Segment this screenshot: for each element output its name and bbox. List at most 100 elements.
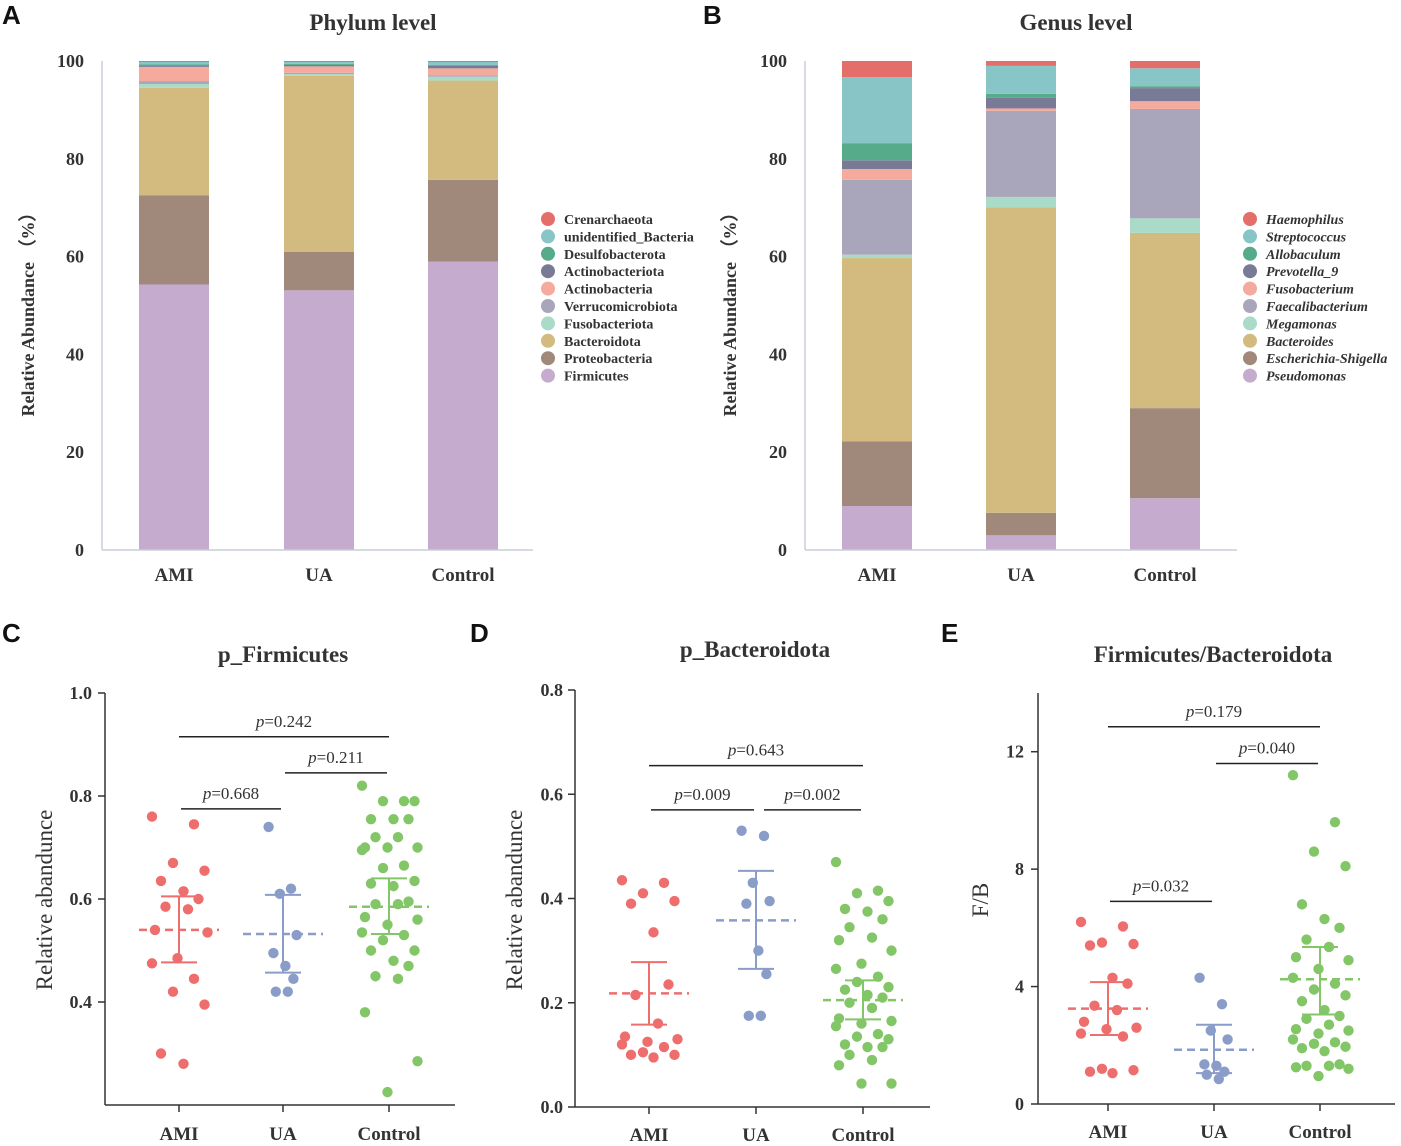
data-point	[1319, 1045, 1330, 1057]
y-tick-label: 60	[66, 247, 84, 267]
bar-segment-prevotella-9	[1130, 88, 1200, 102]
data-point	[883, 895, 894, 907]
data-point	[1096, 937, 1108, 948]
data-point	[388, 880, 399, 892]
p-symbol: p	[727, 741, 737, 760]
data-point	[403, 960, 414, 972]
data-point	[830, 963, 842, 975]
y-tick-label: 80	[769, 149, 787, 169]
x-tick-label: UA	[1200, 1122, 1228, 1143]
data-point	[1216, 998, 1228, 1010]
data-point	[356, 927, 368, 938]
y-tick-label: 100	[57, 51, 84, 71]
p-value-label: p=0.668	[202, 784, 259, 803]
y-axis-label: Relative abandunce	[502, 810, 527, 991]
data-point	[178, 1058, 189, 1070]
data-point	[619, 1031, 631, 1042]
data-point	[377, 862, 389, 874]
data-point	[288, 973, 299, 985]
genus-stacked-bar-chart: Genus level Relative Abundance （%） 0 20 40…	[720, 10, 1387, 586]
data-point	[1301, 1013, 1312, 1025]
bar-segment-bacteroidota	[428, 80, 498, 180]
bar-segment-actinobacteriota	[139, 65, 209, 67]
p-value: =0.002	[793, 785, 841, 804]
data-point	[743, 1010, 754, 1021]
data-point	[1296, 899, 1308, 910]
data-point	[1296, 1043, 1308, 1054]
y-tick-label: 0	[75, 540, 84, 560]
data-point	[365, 878, 377, 889]
legend-marker	[541, 212, 555, 226]
panel-label-d: D	[470, 618, 489, 648]
data-point	[1287, 1034, 1299, 1045]
data-point	[1290, 1062, 1302, 1073]
y-tick-label: 40	[66, 344, 84, 364]
x-tick-label: Control	[358, 1124, 421, 1145]
bar-segment-prevotella-9	[986, 97, 1056, 109]
bar-segment-desulfobacterota	[428, 64, 498, 66]
data-point	[182, 904, 194, 915]
data-point	[1287, 972, 1299, 983]
data-point	[1334, 1010, 1345, 1022]
data-point	[365, 945, 377, 956]
fb-ratio-scatter-chart: Firmicutes/Bacteroidota F/B 0 4 8 12 AMI UA Co…	[968, 642, 1395, 1143]
bar-segment-unidentified-bacteria	[284, 61, 354, 64]
p-symbol: p	[202, 784, 212, 803]
legend-label: Haemophilus	[1265, 213, 1344, 228]
legend-marker	[541, 316, 555, 331]
x-tick-label: AMI	[154, 565, 193, 586]
p-value-label: p=0.009	[673, 785, 730, 804]
y-tick-label: 12	[1006, 742, 1024, 762]
data-point	[199, 865, 210, 876]
data-point	[625, 898, 637, 909]
data-point	[648, 1052, 659, 1063]
data-point	[155, 1048, 167, 1059]
data-point	[1128, 938, 1139, 950]
panel-label-b: B	[703, 0, 722, 30]
chart-title: Phylum level	[309, 10, 436, 35]
legend-label: Bacteroidota	[564, 335, 641, 350]
data-point	[188, 819, 200, 830]
data-point	[663, 979, 674, 990]
data-point	[672, 1034, 683, 1045]
legend-label: Escherichia-Shigella	[1265, 352, 1387, 367]
p-value-label: p=0.032	[1132, 876, 1189, 895]
data-point	[844, 1049, 855, 1061]
data-point	[872, 1028, 884, 1040]
data-point	[616, 1039, 628, 1050]
bar-segment-haemophilus	[842, 61, 912, 78]
bar-segment-bacteroides	[986, 207, 1056, 513]
bar-segment-fusobacterium	[842, 169, 912, 180]
bar-segment-desulfobacterota	[284, 63, 354, 65]
p-value: =0.242	[264, 712, 312, 731]
p-symbol: p	[673, 785, 683, 804]
bar-segment-pseudomonas	[1130, 498, 1200, 550]
bar-segment-faecalibacterium	[1130, 108, 1200, 219]
data-point	[1107, 972, 1118, 983]
bar-segment-haemophilus	[1130, 61, 1200, 69]
legend-label: Actinobacteriota	[564, 265, 664, 280]
data-point	[392, 832, 404, 843]
data-point	[669, 1049, 680, 1061]
y-tick-label: 0.8	[70, 786, 93, 806]
x-tick-label: UA	[1007, 565, 1035, 586]
legend-marker	[1243, 333, 1257, 348]
data-point	[146, 958, 158, 969]
data-point	[268, 947, 279, 959]
y-tick-label: 0.0	[541, 1097, 564, 1117]
bar-segment-faecalibacterium	[842, 179, 912, 255]
y-tick-label: 8	[1015, 859, 1024, 879]
data-point	[630, 989, 641, 1001]
legend-label: unidentified_Bacteria	[564, 230, 694, 245]
legend-marker	[1243, 316, 1257, 331]
data-point	[167, 857, 179, 869]
data-point	[359, 1007, 371, 1018]
p-value: =0.032	[1141, 876, 1189, 895]
data-point	[370, 971, 381, 982]
data-point	[412, 1056, 423, 1067]
data-point	[356, 780, 368, 791]
bar-segment-faecalibacterium	[986, 110, 1056, 197]
data-point	[1290, 952, 1302, 963]
legend-marker	[541, 229, 555, 244]
